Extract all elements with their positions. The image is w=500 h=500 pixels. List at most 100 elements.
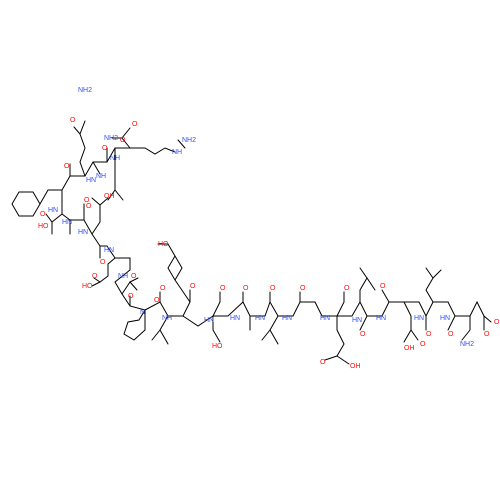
bond <box>93 263 109 283</box>
bond <box>336 301 361 317</box>
atom-label-glu-c-o: O <box>344 285 350 292</box>
atom-label-n-asp1: HN <box>48 207 58 214</box>
bond <box>11 191 41 217</box>
atom-label-asp4-c-o: O <box>380 283 386 290</box>
bond <box>91 233 108 247</box>
bond <box>61 203 71 235</box>
atom-label-n-glu-leu: HN <box>352 317 362 324</box>
bond <box>91 197 101 235</box>
bond <box>157 243 176 257</box>
bond <box>92 161 101 175</box>
atom-label-asp3-c-o: O <box>131 273 137 280</box>
bond <box>261 329 271 341</box>
bond <box>314 301 338 317</box>
atom-label-ser-oh: HO <box>212 343 223 350</box>
atom-label-tyr-oh: HO <box>158 241 169 248</box>
atom-label-leu-c-o: O <box>120 137 126 144</box>
bond <box>114 189 124 201</box>
atom-label-glu-side-oh: OH <box>350 363 361 370</box>
atom-label-glu-side-o: O <box>320 359 326 366</box>
atom-label-asp2-side-oh: OH <box>104 193 115 200</box>
bond <box>469 300 492 323</box>
bond <box>151 329 161 341</box>
atom-label-n-asp2: HN <box>62 219 72 226</box>
atom-label-asp4-side-oh: OH <box>404 345 415 352</box>
atom-label-leu2-c-o: O <box>270 285 276 292</box>
bond <box>79 120 86 177</box>
bond-lines <box>11 120 492 365</box>
bond <box>107 147 116 201</box>
atom-label-leu3-c-o: O <box>360 331 366 338</box>
bond <box>336 315 345 357</box>
bond <box>425 267 434 303</box>
atom-label-asp5-nh2: NH2 <box>460 341 474 348</box>
atom-label-n-ile-tyr: NH <box>162 315 172 322</box>
bond <box>182 315 214 327</box>
bond <box>212 315 221 343</box>
atom-label-n-ala1: HN <box>104 247 114 254</box>
atom-label-gln-c-o: O <box>102 145 108 152</box>
atom-label-leu4-c-o: O <box>426 331 432 338</box>
atom-label-asp5-side-oh: OH <box>494 319 500 326</box>
bond <box>144 301 184 317</box>
atom-label-asp2-c-o: O <box>100 259 106 266</box>
bond <box>73 126 81 135</box>
atom-label-arg-nh: NH <box>172 149 182 156</box>
atom-label-n-ser-ala: HN <box>230 315 240 322</box>
bond <box>45 213 63 223</box>
bond <box>129 147 176 155</box>
atom-label-arg-nh2: NH2 <box>182 137 196 144</box>
bond <box>91 281 101 287</box>
atom-label-phe-c-o: O <box>64 163 70 170</box>
bond <box>269 315 279 345</box>
bond <box>292 301 316 317</box>
bond <box>403 301 427 317</box>
bond <box>461 315 471 341</box>
atom-label-ile-c-o: O <box>160 285 166 292</box>
atom-label-n-asp4-leu: HN <box>414 315 424 322</box>
bond <box>212 291 221 317</box>
atom-label-pro-c-o: O <box>154 297 160 304</box>
bond <box>99 197 109 206</box>
bond <box>212 301 244 317</box>
atom-label-asp5-c-o: O <box>448 331 454 338</box>
atom-label-gln-amide-nh2: NH2 <box>78 87 92 94</box>
bond <box>359 277 376 303</box>
atom-label-asp4-side-o: O <box>420 341 426 348</box>
bond <box>403 301 412 343</box>
atom-label-n-leu-arg: NH <box>110 155 120 162</box>
bond <box>123 309 146 341</box>
atom-label-asp1-side-o: O <box>40 211 46 218</box>
atom-label-ala3-c-o: O <box>300 285 306 292</box>
bond <box>114 257 131 271</box>
atom-label-n-ala3-glu: HN <box>320 315 330 322</box>
atom-label-asp2-side-o: O <box>86 203 92 210</box>
bond <box>177 139 186 149</box>
atom-label-n-leu3-asp: HN <box>376 315 386 322</box>
bond <box>381 289 390 303</box>
bond <box>174 255 183 281</box>
atom-label-n-tyr-ser: HN <box>204 317 214 324</box>
atom-label-pro-n: N <box>140 309 145 316</box>
bond <box>114 269 131 295</box>
bond <box>447 301 471 317</box>
bond <box>336 291 345 317</box>
bond <box>129 277 139 283</box>
atom-label-ala1-c-o: O <box>128 293 134 300</box>
atom-label-asp3-side-oh: HO <box>82 283 93 290</box>
bond <box>359 267 368 279</box>
atom-label-n-leu2-ala: HN <box>282 315 292 322</box>
atom-labels: NH2OOOOONH2NHNH2HNNHNHHNOHOOHNOOHOHNOHOO… <box>38 87 500 370</box>
atom-label-term-amide-o: O <box>132 121 138 128</box>
atom-label-tyr-c-o: O <box>190 283 196 290</box>
bond <box>242 301 251 331</box>
bond <box>336 355 350 365</box>
atom-label-ala2-c-o: O <box>243 285 249 292</box>
atom-label-asp5-side-o: O <box>484 331 490 338</box>
atom-label-n-phe-gln: HN <box>86 177 96 184</box>
bond <box>432 269 442 279</box>
bond <box>410 329 419 341</box>
atom-label-n-gln-leu: NH <box>96 173 106 180</box>
bond <box>447 315 456 331</box>
